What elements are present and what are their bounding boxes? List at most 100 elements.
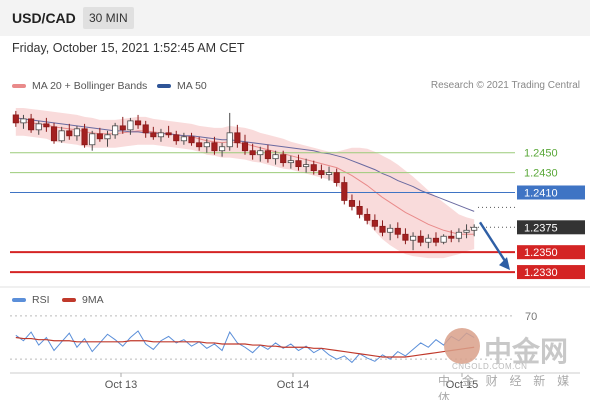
candle-body (310, 164, 317, 172)
candle-body (249, 150, 256, 156)
level-label-1.2330: 1.2330 (524, 267, 558, 279)
ma50-legend-label: MA 50 (177, 80, 207, 92)
timeframe-button[interactable]: 30 MIN (83, 7, 134, 29)
candle-body (180, 136, 187, 142)
level-tag-1.2375 (517, 220, 585, 235)
candle-body (402, 233, 409, 241)
rsi-tick-70: 70 (525, 311, 537, 323)
watermark-brand: 中金网 (484, 335, 569, 368)
candle-body (448, 235, 455, 239)
candle-body (157, 132, 165, 138)
candle-body (356, 206, 363, 215)
candle-body (165, 132, 172, 136)
candle-body (12, 114, 19, 124)
x-tick-label: Oct 15 (446, 379, 478, 391)
candle-body (58, 130, 65, 142)
candle-body (432, 237, 440, 243)
candle-body (264, 150, 271, 160)
candle-body (287, 160, 294, 164)
level-label-1.2350: 1.2350 (524, 247, 558, 259)
candle-body (425, 237, 432, 243)
forecast-arrow-shaft (478, 221, 509, 265)
chart-header: USD/CAD 30 MIN (0, 0, 590, 36)
candle-body (234, 132, 241, 144)
watermark-tagline: 中 金 财 经 新 媒 体 (438, 374, 574, 400)
candle-body (188, 136, 195, 144)
candle-body (371, 219, 378, 227)
candle-body (341, 182, 348, 201)
ma20-legend: MA 20 + Bollinger Bands (12, 80, 147, 92)
ma50-legend-swatch (157, 84, 171, 88)
x-tick-label: Oct 14 (277, 379, 309, 391)
candle-body (387, 227, 394, 233)
candle-body (379, 225, 386, 233)
candle-body (333, 172, 340, 183)
candle-body (66, 130, 73, 137)
candle-body (203, 142, 210, 148)
candle-body (20, 118, 27, 124)
candle-body (325, 172, 333, 175)
candle-body (417, 235, 424, 243)
candle-body (211, 142, 218, 152)
currency-pair-label: USD/CAD (12, 10, 76, 26)
candle-body (303, 164, 310, 168)
level-label-1.2375: 1.2375 (524, 222, 558, 234)
candle-body (119, 125, 126, 131)
candle-body (471, 226, 478, 231)
candle-body (272, 154, 279, 160)
ma50-legend: MA 50 (157, 80, 207, 92)
candle-body (35, 123, 42, 131)
candle-body (241, 142, 249, 152)
rsi-legend-swatch (12, 298, 26, 302)
level-tag-1.2410 (517, 185, 585, 200)
candle-body (440, 235, 447, 243)
candle-body (348, 200, 356, 207)
candle-body (226, 132, 233, 148)
rsi-legend: RSI (12, 294, 50, 306)
candle-body (364, 213, 371, 221)
candle-body (96, 133, 103, 140)
level-label-1.2410: 1.2410 (524, 187, 558, 199)
candle-body (295, 160, 302, 168)
candle-body (219, 146, 226, 152)
level-tag-1.2330 (517, 265, 585, 280)
level-tag-1.2350 (517, 245, 585, 260)
rsi-ma-legend-swatch (62, 298, 76, 302)
rsi-ma-legend-label: 9MA (82, 294, 104, 306)
candle-body (394, 227, 401, 235)
candle-body (257, 150, 264, 156)
candle-body (28, 118, 35, 131)
candle-body (89, 133, 96, 146)
rsi-ma-legend: 9MA (62, 294, 104, 306)
candle-body (409, 235, 417, 241)
candle-body (112, 125, 119, 136)
candle-body (127, 120, 134, 131)
candle-body (150, 132, 157, 138)
candle-body (142, 124, 149, 134)
candle-body (50, 126, 58, 142)
research-credit: Research © 2021 Trading Central (430, 80, 580, 91)
rsi-line (15, 330, 475, 364)
candle-body (104, 134, 111, 140)
candle-body (173, 134, 180, 142)
candle-body (81, 128, 88, 146)
watermark-url: CNGOLD.COM.CN (452, 362, 528, 371)
level-label-1.2450: 1.2450 (524, 148, 558, 160)
ma20-legend-label: MA 20 + Bollinger Bands (32, 80, 148, 92)
candle-body (43, 123, 50, 128)
rsi-ma-line (15, 336, 475, 358)
candle-body (73, 128, 81, 137)
watermark: 中金网 CNGOLD.COM.CN 中 金 财 经 新 媒 体 (438, 328, 588, 400)
candle-body (196, 142, 203, 148)
candle-body (134, 120, 142, 126)
forecast-arrow-head (499, 257, 510, 271)
x-tick-label: Oct 13 (105, 379, 137, 391)
candle-body (455, 231, 462, 239)
watermark-logo-icon (444, 328, 480, 364)
candle-body (318, 170, 325, 175)
bollinger-band (15, 107, 475, 259)
level-label-1.2430: 1.2430 (524, 168, 558, 180)
candle-body (280, 154, 287, 164)
ma20-legend-swatch (12, 84, 26, 88)
